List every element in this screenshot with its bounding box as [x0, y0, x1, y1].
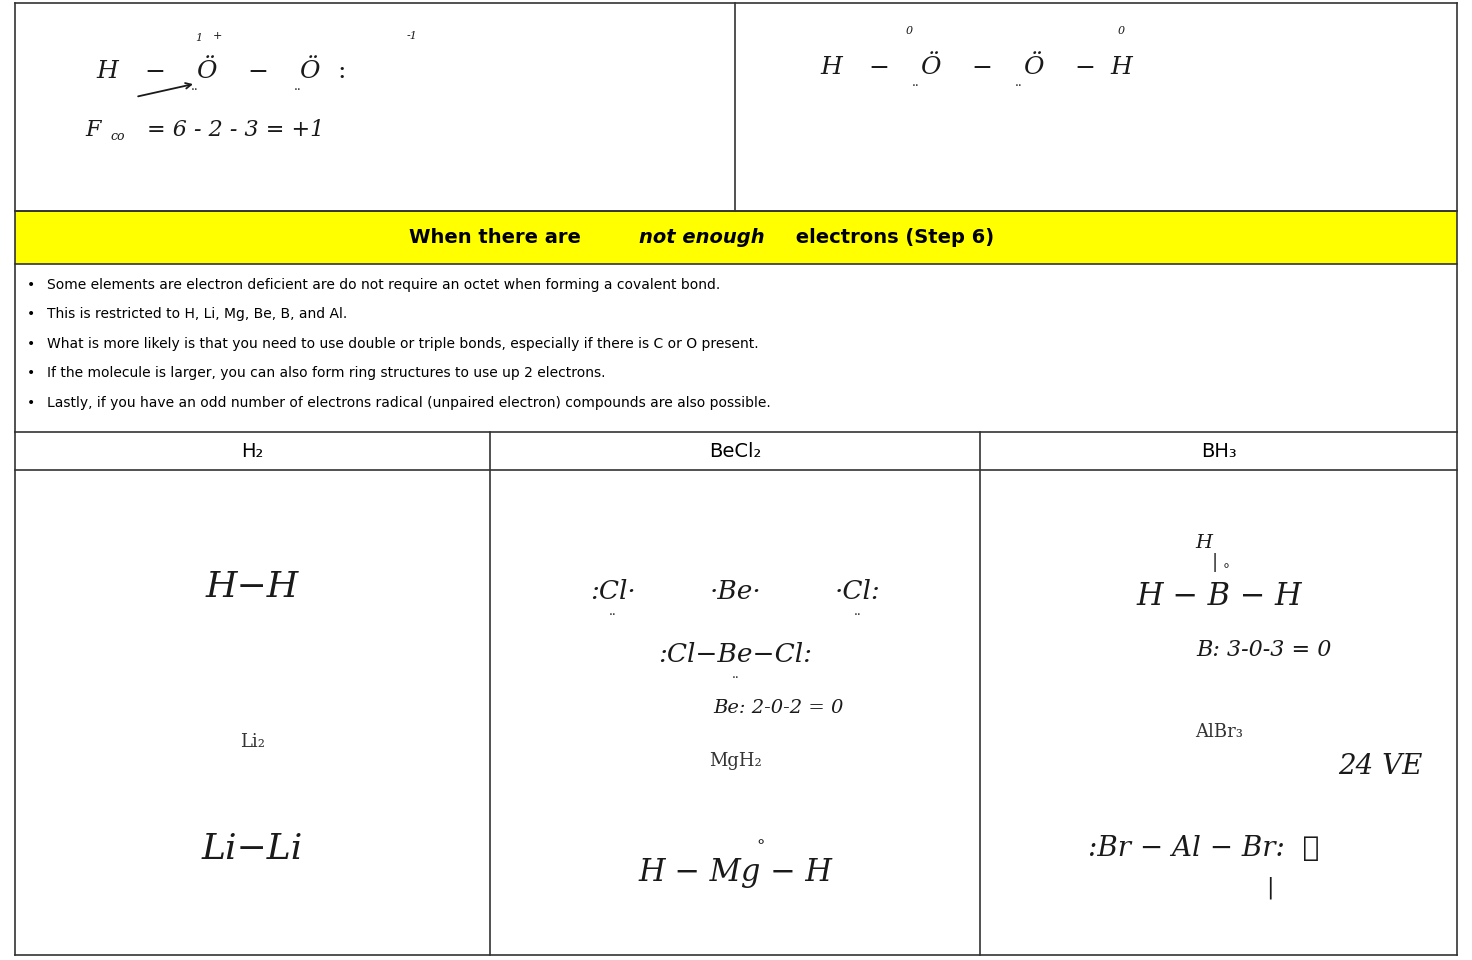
- Text: BeCl₂: BeCl₂: [710, 442, 761, 461]
- Text: Li₂: Li₂: [240, 732, 265, 751]
- Text: −: −: [972, 57, 992, 80]
- Text: −: −: [144, 61, 165, 84]
- Text: •: •: [26, 337, 35, 350]
- Text: °: °: [757, 838, 764, 854]
- Text: −: −: [247, 61, 268, 84]
- Text: co: co: [110, 130, 125, 143]
- Text: BH₃: BH₃: [1201, 442, 1236, 461]
- Text: :Cl·: :Cl·: [590, 579, 636, 604]
- Text: H: H: [97, 60, 118, 84]
- Text: H−H: H−H: [206, 569, 299, 604]
- Text: :Br − Al − Br:  ✓: :Br − Al − Br: ✓: [1088, 835, 1320, 862]
- Text: :: :: [337, 60, 346, 84]
- Text: 1: 1: [196, 34, 202, 43]
- Text: Li−Li: Li−Li: [202, 831, 303, 866]
- Text: This is restricted to H, Li, Mg, Be, B, and Al.: This is restricted to H, Li, Mg, Be, B, …: [47, 307, 347, 322]
- Text: 0: 0: [1119, 26, 1125, 36]
- Text: MgH₂: MgH₂: [710, 753, 761, 770]
- Text: :Cl−Be−Cl:: :Cl−Be−Cl:: [658, 642, 813, 667]
- Text: What is more likely is that you need to use double or triple bonds, especially i: What is more likely is that you need to …: [47, 337, 758, 350]
- Text: Be: 2-0-2 = 0: Be: 2-0-2 = 0: [714, 699, 843, 717]
- Text: ·Be·: ·Be·: [710, 579, 761, 604]
- Text: −: −: [1075, 57, 1095, 80]
- Text: •: •: [26, 396, 35, 410]
- Text: +: +: [213, 31, 222, 40]
- Text: ··: ··: [190, 84, 199, 97]
- Text: |: |: [1266, 876, 1275, 899]
- Text: H: H: [821, 56, 842, 79]
- Text: Ö: Ö: [299, 60, 319, 84]
- Text: ··: ··: [732, 672, 739, 685]
- Text: 24 VE: 24 VE: [1338, 753, 1423, 780]
- Text: When there are: When there are: [409, 228, 587, 247]
- Text: Ö: Ö: [1023, 56, 1044, 79]
- Text: H − Mg − H: H − Mg − H: [639, 857, 832, 888]
- Text: ··: ··: [854, 610, 861, 622]
- Text: Lastly, if you have an odd number of electrons radical (unpaired electron) compo: Lastly, if you have an odd number of ele…: [47, 396, 771, 410]
- Text: H: H: [1111, 56, 1132, 79]
- Text: F: F: [85, 119, 102, 140]
- Text: Ö: Ö: [920, 56, 941, 79]
- Text: When there are ​not enough​ electrons (Step 6): When there are ​not enough​ electrons (S…: [481, 228, 991, 247]
- Text: ·Cl:: ·Cl:: [835, 579, 880, 604]
- FancyBboxPatch shape: [15, 211, 1457, 264]
- Text: Ö: Ö: [196, 60, 216, 84]
- Text: B: 3-0-3 = 0: B: 3-0-3 = 0: [1197, 638, 1332, 660]
- Text: H: H: [1195, 534, 1213, 552]
- Text: ··: ··: [911, 80, 920, 93]
- Text: = 6 - 2 - 3 = +1: = 6 - 2 - 3 = +1: [147, 119, 324, 140]
- Text: electrons (Step 6): electrons (Step 6): [789, 228, 994, 247]
- Text: ··: ··: [293, 84, 302, 97]
- Text: ··: ··: [609, 610, 617, 622]
- Text: -1: -1: [406, 31, 418, 40]
- Text: −: −: [868, 57, 889, 80]
- Text: H₂: H₂: [241, 442, 263, 461]
- Text: ··: ··: [1014, 80, 1023, 93]
- Text: Some elements are electron deficient are do not require an octet when forming a : Some elements are electron deficient are…: [47, 278, 720, 292]
- Text: •: •: [26, 307, 35, 322]
- Text: If the molecule is larger, you can also form ring structures to use up 2 electro: If the molecule is larger, you can also …: [47, 367, 605, 380]
- Text: •: •: [26, 367, 35, 380]
- Text: not enough: not enough: [639, 228, 764, 247]
- Text: |: |: [1211, 553, 1217, 572]
- Text: AlBr₃: AlBr₃: [1195, 723, 1242, 741]
- Text: H − B − H: H − B − H: [1136, 581, 1301, 612]
- Text: 0: 0: [907, 26, 913, 36]
- Text: °: °: [1223, 563, 1229, 577]
- Text: •: •: [26, 278, 35, 292]
